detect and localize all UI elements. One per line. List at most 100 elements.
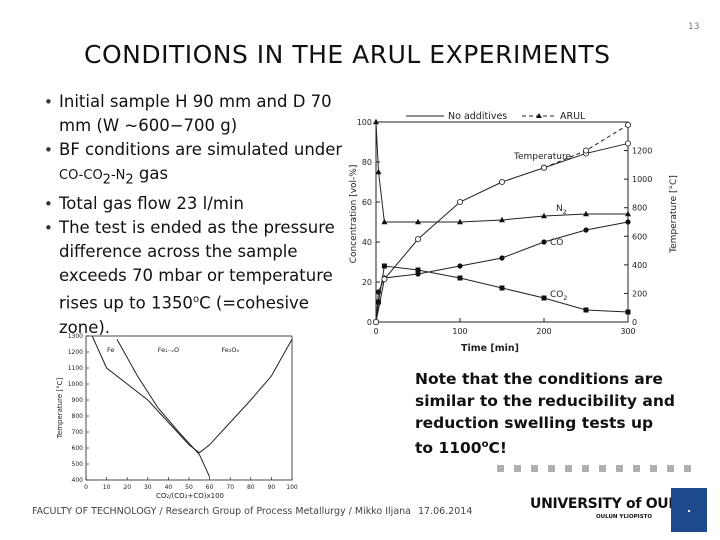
y-tick-label: 40 [362,238,372,247]
x-tick-label: 100 [452,327,467,336]
chart1-xlabel: Time [min] [461,343,519,354]
y-tick-label: 1300 [68,333,83,340]
degree-sup: o [192,294,200,306]
label-co2-main: CO [550,290,563,300]
y-tick-label: 1100 [68,365,83,372]
decorative-dot [616,465,623,472]
bullet-text-post: gas [133,164,169,183]
x-tick-label: 0 [84,484,88,491]
legend-arul-marker [536,113,542,118]
x-tick-label: 60 [206,484,214,491]
data-point-temperature-arul [624,121,632,128]
y-tick-label: 900 [72,397,84,404]
bullet-text-post: C (=cohesive zone). [59,293,309,337]
subscript: 2 [102,172,111,188]
concentration-temperature-chart: No additives ARUL Time [min] Concentrati… [349,111,679,354]
data-point-co [583,227,589,233]
decorative-dot [633,465,640,472]
label-n2-main: N [556,204,563,214]
y2-tick-label: 200 [632,289,647,298]
x-tick-label: 80 [247,484,255,491]
y-tick-label: 0 [367,318,372,327]
x-tick-label: 40 [165,484,173,491]
label-co2-sub: 2 [563,294,567,302]
x-tick-label: 20 [123,484,131,491]
y-tick-label: 20 [362,278,372,287]
decorative-dot [582,465,589,472]
y2-tick-label: 400 [632,261,647,270]
x-tick-label: 300 [620,327,635,336]
data-point-n2 [583,210,589,217]
data-point-n2 [625,210,631,217]
data-point-temperature [624,140,632,147]
decorative-dot [684,465,691,472]
data-point-co2 [381,263,387,269]
x-tick-label: 200 [536,327,551,336]
label-co2: CO2 [550,290,568,302]
y-tick-label: 800 [72,413,84,420]
x-tick-label: 50 [185,484,193,491]
logo-sub-text: OULUN YLIOPISTO [596,514,653,520]
data-point-temperature [414,236,422,243]
data-point-temperature-arul [540,164,548,171]
chart1-ylabel: Concentration [vol-%] [349,165,359,264]
series-line-temperature [375,142,629,323]
data-point-n2 [381,218,388,225]
x-tick-label: 100 [286,484,298,491]
data-point-co2 [376,299,382,305]
x-tick-label: 30 [144,484,152,491]
bullet-text-pre: BF conditions are simulated under [59,140,343,159]
footer-date: 17.06.2014 [418,506,473,517]
data-point-co [625,219,631,225]
bullet-sample: Initial sample H 90 mm and D 70 mm (W ~6… [44,90,344,138]
series-line-n2 [375,121,628,223]
decorative-dot [548,465,555,472]
data-point-co [499,255,505,261]
data-point-co [541,239,547,245]
decorative-dot [667,465,674,472]
data-point-n2 [499,216,505,223]
decorative-dot [497,465,504,472]
decorative-dot [650,465,657,472]
y-tick-label: 100 [357,118,372,127]
y-tick-label: 400 [72,477,84,484]
y-tick-label: 600 [72,445,84,452]
data-point-n2 [541,212,547,219]
data-point-temperature [498,178,506,186]
chart2-frame [85,335,293,481]
label-temperature: Temperature [513,152,571,162]
y-tick-label: 700 [72,429,84,436]
y-tick-label: 1000 [68,381,83,388]
bullet-gas-flow: Total gas flow 23 l/min [44,192,344,216]
decorative-dot-strip [497,465,691,472]
note-text: Note that the conditions are similar to … [415,368,675,459]
data-point-co [415,271,421,277]
data-point-n2 [373,118,379,125]
data-point-temperature [372,318,380,326]
y-tick-label: 60 [362,198,372,207]
page-number: 13 [688,22,700,32]
accent-dot [688,510,690,512]
y2-tick-label: 600 [632,232,647,241]
label-n2-sub: 2 [563,208,567,216]
slide-title: CONDITIONS IN THE ARUL EXPERIMENTS [84,40,611,69]
data-point-n2 [457,218,463,225]
footer: FACULTY OF TECHNOLOGY / Research Group o… [0,465,720,540]
decorative-dot [514,465,521,472]
data-point-co [457,263,463,269]
phase-label: Fe₁₋ₓO [158,346,179,354]
y-tick-label: 80 [362,158,372,167]
decorative-dot [599,465,606,472]
phase-line-boudouard-equilibrium [116,338,211,478]
label-co: CO [550,238,563,248]
y-tick-label: 500 [72,461,84,468]
data-point-co2 [415,267,421,273]
series-line-co [375,221,629,323]
data-point-co2 [583,307,589,313]
data-point-n2 [375,168,382,175]
data-point-co2 [625,309,631,315]
note-pre: Note that the conditions are similar to … [415,370,675,458]
phase-diagram-chart: CO₂/(CO₂+CO)x100 Temperature [°C] 0 10 20 3… [56,333,298,500]
y-tick-label: 1200 [68,349,83,356]
